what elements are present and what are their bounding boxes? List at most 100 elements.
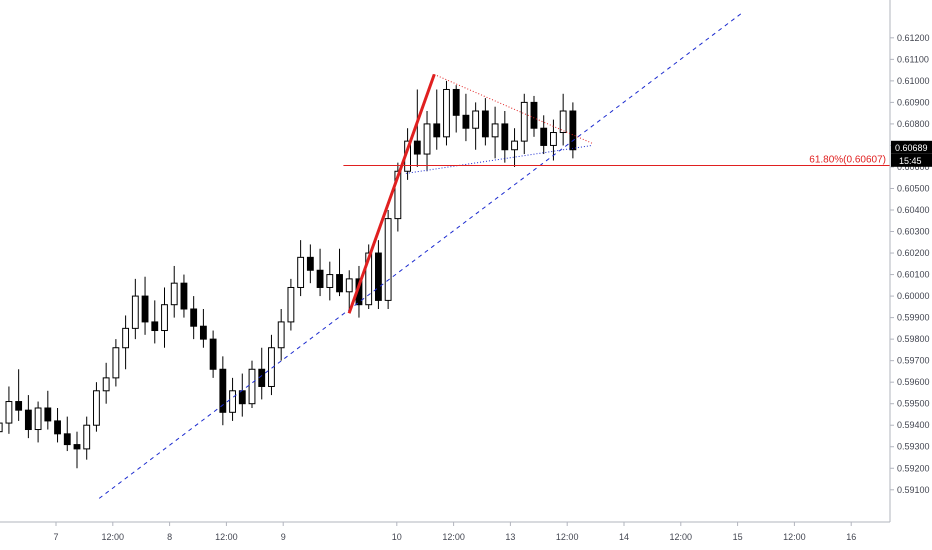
candle-body — [83, 424, 91, 450]
candle-body — [73, 444, 81, 450]
candle-body — [491, 123, 499, 138]
candle-body — [472, 110, 480, 129]
candle-body — [287, 286, 295, 323]
y-tick-label: 0.59800 — [897, 334, 930, 344]
candle-body — [5, 401, 13, 424]
candle-body — [141, 295, 149, 323]
y-tick-label: 0.59300 — [897, 442, 930, 452]
candle-body — [277, 321, 285, 349]
candle-body — [297, 256, 305, 288]
candle-body — [15, 401, 23, 411]
candle-body — [413, 140, 421, 155]
candle-body — [433, 123, 441, 138]
drawings-layer: 61.80%(0.60607) — [98, 11, 890, 499]
x-tick-label: 14 — [619, 532, 629, 542]
y-tick-label: 0.61100 — [897, 54, 929, 64]
y-tick-label: 0.59500 — [897, 399, 930, 409]
candle-body — [0, 422, 3, 433]
last-price-tag: 0.60689 15:45 — [891, 140, 932, 167]
y-tick-label: 0.60500 — [897, 183, 930, 193]
candle-body — [569, 110, 577, 151]
candle-body — [170, 282, 178, 306]
candle-body — [530, 101, 538, 129]
pennant-lower-line[interactable] — [405, 144, 593, 174]
fib-level-label: 61.80%(0.60607) — [809, 154, 886, 165]
candle-body — [559, 110, 567, 134]
y-tick-label: 0.60900 — [897, 97, 930, 107]
y-tick-label: 0.60400 — [897, 205, 930, 215]
x-tick-label: 7 — [53, 532, 58, 542]
candle-body — [540, 127, 548, 146]
candle-body — [24, 409, 32, 431]
y-tick-label: 0.59900 — [897, 313, 930, 323]
candles-layer — [0, 80, 577, 469]
y-tick-label: 0.59400 — [897, 420, 930, 430]
y-tick-label: 0.60100 — [897, 270, 930, 280]
candle-body — [374, 252, 382, 301]
y-tick-label: 0.61000 — [897, 76, 930, 86]
y-tick-label: 0.60000 — [897, 291, 930, 301]
candle-body — [443, 88, 450, 138]
candle-body — [248, 368, 256, 405]
candle-body — [520, 101, 528, 142]
candle-body — [161, 304, 168, 332]
impulse-move-line[interactable] — [347, 73, 436, 314]
candle-body — [423, 123, 431, 155]
y-tick-label: 0.59700 — [897, 356, 930, 366]
candle-body — [258, 368, 266, 387]
candle-body — [229, 390, 236, 413]
countdown-text: 15:45 — [899, 156, 922, 166]
candle-body — [462, 114, 470, 129]
last-price-tag-bg — [891, 140, 932, 154]
x-tick-label: 12:00 — [670, 532, 693, 542]
y-tick-label: 0.60800 — [897, 119, 930, 129]
y-tick-label: 0.60300 — [897, 227, 930, 237]
x-tick-label: 12:00 — [102, 532, 125, 542]
candle-body — [190, 308, 198, 327]
candle-body — [112, 347, 120, 379]
candle-body — [306, 256, 314, 271]
candle-body — [345, 278, 353, 293]
x-tick-label: 16 — [846, 532, 856, 542]
candle-body — [511, 140, 518, 151]
y-tick-label: 0.59600 — [897, 377, 930, 387]
x-tick-label: 12:00 — [783, 532, 806, 542]
candle-body — [550, 132, 557, 146]
candle-body — [365, 252, 373, 306]
candle-body — [316, 269, 324, 288]
candle-body — [199, 325, 207, 340]
candle-body — [452, 88, 460, 116]
x-tick-label: 15 — [733, 532, 743, 542]
candle-body — [93, 390, 100, 426]
ascending-trend-line[interactable] — [98, 11, 744, 499]
x-tick-label: 13 — [505, 532, 515, 542]
candle-body — [238, 390, 246, 405]
candle-body — [481, 110, 489, 138]
candle-body — [151, 321, 159, 332]
y-tick-label: 0.59100 — [897, 485, 930, 495]
last-price-text: 0.60689 — [895, 143, 928, 153]
candle-body — [180, 282, 188, 310]
countdown-tag-bg — [891, 153, 932, 167]
y-tick-label: 0.61200 — [897, 33, 930, 43]
x-tick-label: 12:00 — [215, 532, 238, 542]
candle-body — [34, 407, 42, 431]
candle-body — [54, 420, 61, 435]
x-tick-label: 12:00 — [556, 532, 579, 542]
candle-body — [394, 170, 402, 220]
y-tick-label: 0.59200 — [897, 463, 930, 473]
y-axis-ticks: 0.612000.611000.610000.609000.608000.607… — [890, 33, 930, 495]
x-tick-label: 10 — [392, 532, 402, 542]
candle-body — [501, 123, 509, 151]
candle-body — [122, 327, 130, 349]
candle-body — [102, 377, 110, 392]
y-tick-label: 0.60200 — [897, 248, 930, 258]
x-tick-label: 9 — [281, 532, 286, 542]
x-tick-label: 8 — [167, 532, 172, 542]
candle-body — [209, 338, 217, 370]
candle-body — [326, 274, 334, 288]
candle-body — [44, 407, 52, 422]
